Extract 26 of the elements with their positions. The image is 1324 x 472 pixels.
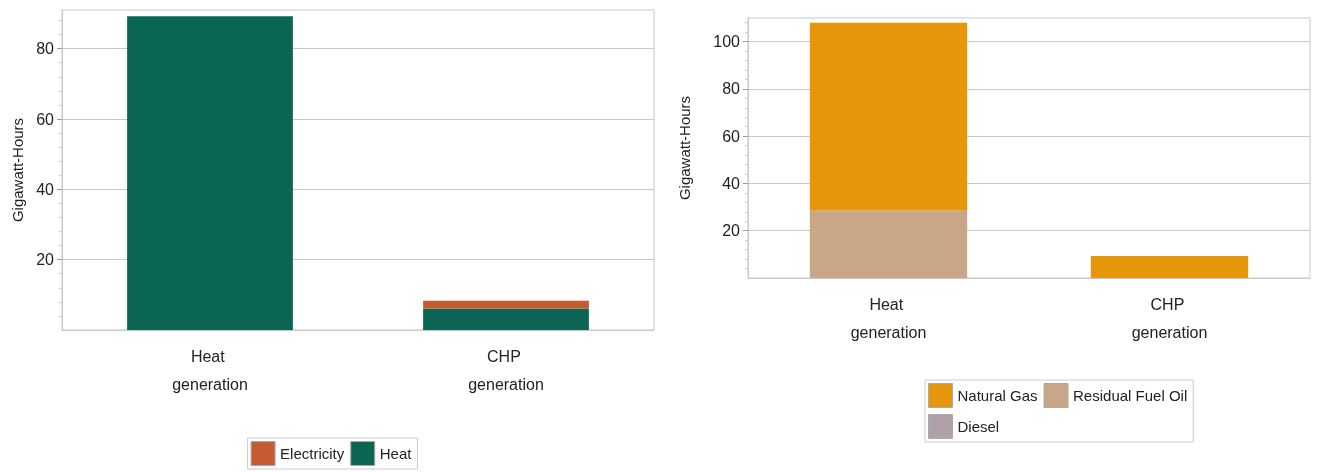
y-tick-label: 40 — [36, 180, 55, 198]
bar — [809, 22, 968, 211]
bar — [127, 16, 293, 330]
bar — [809, 211, 968, 278]
legend-label: Electricity — [280, 445, 345, 462]
y-axis-title: Gigawatt-Hours — [9, 117, 27, 223]
y-tick-label: 80 — [36, 40, 55, 58]
y-tick-label: 60 — [36, 110, 55, 128]
legend-label: Diesel — [957, 418, 1000, 435]
y-axis-title: Gigawatt-Hours — [676, 95, 693, 201]
y-tick-label: 80 — [722, 80, 741, 98]
y-tick-label: 40 — [722, 174, 741, 192]
bar — [1090, 256, 1249, 278]
x-tick-label: Heat generation — [172, 347, 248, 393]
y-tick-label: 20 — [36, 251, 55, 269]
x-tick-label: CHP generation — [1131, 295, 1208, 341]
bar — [423, 308, 589, 330]
legend-label: Residual Fuel Oil — [1073, 387, 1188, 404]
legend-label: Natural Gas — [957, 387, 1038, 404]
y-tick-label: 20 — [722, 222, 741, 240]
bar — [423, 300, 589, 309]
y-tick-label: 100 — [713, 33, 741, 51]
x-tick-label: CHP generation — [468, 347, 544, 393]
y-tick-label: 60 — [722, 127, 741, 145]
x-tick-label: Heat generation — [850, 295, 927, 341]
legend-label: Heat — [379, 445, 413, 462]
